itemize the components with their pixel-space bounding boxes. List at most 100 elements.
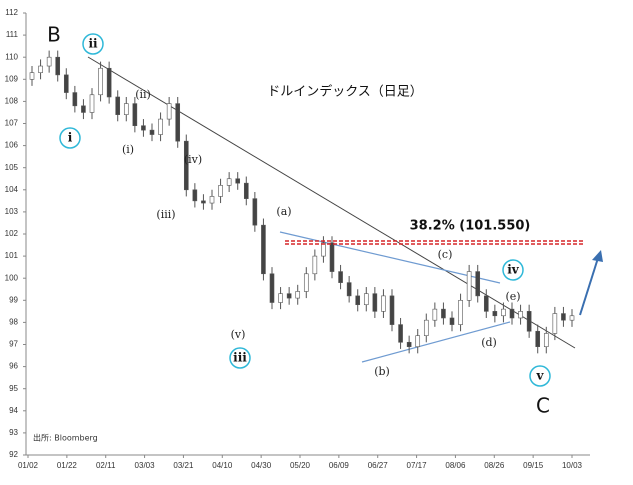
sub-wave-label: (a) [276, 205, 291, 218]
x-tick-label: 01/02 [18, 461, 39, 470]
candle-body [561, 313, 566, 321]
wave-circle [59, 127, 81, 149]
candle-body [321, 242, 326, 257]
candle-body [398, 324, 403, 343]
candle-body [415, 335, 421, 348]
y-tick-label: 95 [9, 384, 18, 393]
x-tick-label: 10/03 [562, 461, 583, 470]
y-tick-label: 111 [6, 30, 19, 39]
y-tick-label: 92 [9, 450, 18, 459]
x-tick-label: 06/27 [368, 461, 389, 470]
x-tick-label: 05/20 [290, 461, 311, 470]
sub-wave-label: (b) [374, 365, 390, 378]
x-tick-label: 09/15 [523, 461, 544, 470]
candle-body [63, 74, 69, 93]
candle-body [183, 140, 189, 191]
candle-body [115, 96, 121, 115]
arrow [579, 257, 599, 316]
x-tick-label: 03/21 [173, 461, 194, 470]
arrow-head [592, 250, 603, 262]
trend-line [87, 56, 576, 349]
candle-body [158, 118, 163, 135]
candle-body [201, 200, 206, 204]
sub-wave-label: (v) [231, 328, 246, 341]
candle-body [458, 299, 463, 325]
x-tick-label: 06/09 [329, 461, 350, 470]
y-tick-label: 103 [5, 207, 19, 216]
candle-body [226, 178, 232, 186]
candle-body [81, 105, 86, 113]
candle-body [363, 293, 369, 306]
y-tick-label: 105 [5, 163, 19, 172]
x-tick-label: 08/06 [445, 461, 466, 470]
sub-wave-label: (e) [505, 290, 520, 303]
wave-circle [82, 33, 104, 55]
candle-body [329, 242, 335, 272]
candle-body [475, 271, 481, 297]
wave-circle [502, 259, 524, 281]
circled-wave-label: iii [233, 351, 247, 365]
candle-body [526, 311, 532, 332]
candle-body [278, 293, 283, 303]
candle-body [372, 293, 378, 312]
x-tick-label: 01/22 [57, 461, 78, 470]
candle-body [46, 56, 52, 67]
candle-body [243, 182, 249, 199]
candle-body [355, 295, 361, 306]
candle-body [569, 315, 575, 321]
candle-body [389, 295, 395, 325]
candle-body [535, 330, 541, 348]
candle-body [466, 271, 472, 301]
candle-body [123, 103, 129, 115]
wave-label: B [47, 23, 61, 47]
candle-body [132, 103, 138, 127]
candle-body [483, 295, 489, 312]
candle-body [501, 308, 506, 317]
candle-body [72, 92, 78, 107]
candle-body [346, 282, 352, 297]
candle-body [552, 313, 558, 334]
chart-title: ドルインデックス（日足） [267, 84, 423, 100]
y-tick-label: 96 [9, 362, 18, 371]
sub-wave-label: (ii) [135, 88, 151, 101]
y-tick-label: 108 [5, 97, 19, 106]
candle-body [192, 189, 198, 202]
y-tick-label: 101 [5, 251, 19, 260]
candle-body [55, 56, 61, 76]
candle-body [295, 291, 301, 299]
candle-body [406, 341, 412, 348]
candle-body [449, 317, 455, 325]
x-tick-label: 02/11 [96, 461, 116, 470]
candle-body [338, 271, 343, 283]
y-tick-label: 104 [5, 185, 19, 194]
y-tick-label: 109 [5, 74, 19, 83]
candle-body [432, 308, 438, 321]
candle-body [141, 125, 146, 131]
candle-body [492, 311, 498, 317]
candle-body [175, 103, 181, 142]
circled-wave-label: v [536, 369, 545, 383]
sub-wave-label: (i) [122, 143, 134, 156]
circled-wave-label: ii [88, 37, 98, 51]
wave-circle [529, 365, 551, 387]
candle-body [252, 198, 258, 226]
candle-body [381, 295, 386, 312]
triangle-line [361, 321, 511, 363]
y-tick-label: 110 [5, 52, 18, 61]
x-tick-label: 04/10 [212, 461, 233, 470]
candle-body [235, 178, 241, 184]
candle-body [303, 273, 309, 292]
candle-body [543, 333, 549, 348]
circled-wave-label: i [68, 131, 73, 145]
x-tick-label: 03/03 [135, 461, 156, 470]
candle-body [106, 67, 112, 98]
sub-wave-label: (iv) [184, 153, 202, 166]
candle-body [509, 308, 515, 319]
source: 出所: Bloomberg [33, 433, 98, 443]
candle-body [149, 129, 155, 135]
candle-body [29, 72, 35, 80]
candle-body [209, 196, 215, 204]
candle-body [518, 311, 523, 319]
candle-body [218, 185, 223, 197]
candle-body [261, 224, 266, 275]
